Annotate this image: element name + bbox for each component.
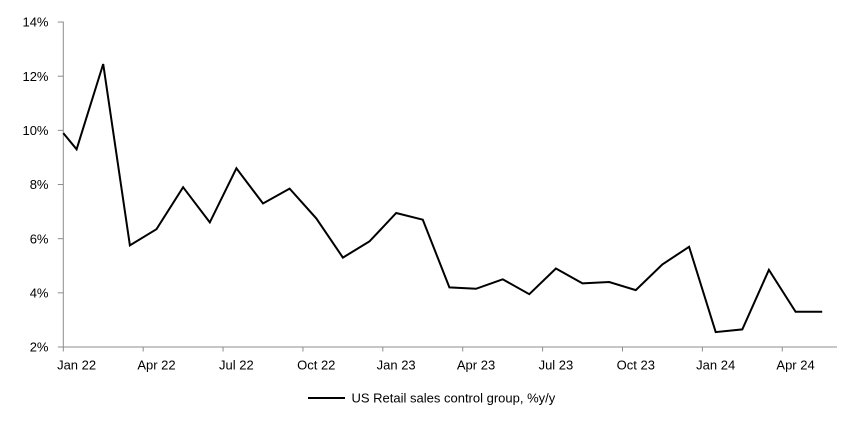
series-line-us-retail-sales-control-group <box>62 63 823 334</box>
legend-label: US Retail sales control group, %y/y <box>352 391 556 406</box>
y-tick-label: 8% <box>30 177 49 192</box>
x-tick-label: Jul 23 <box>539 358 574 373</box>
x-tick-label: Apr 22 <box>137 358 175 373</box>
x-tick-label: Apr 23 <box>457 358 495 373</box>
x-tick-label: Oct 22 <box>297 358 335 373</box>
x-tick-label: Jan 23 <box>377 358 416 373</box>
y-tick-label: 4% <box>30 285 49 300</box>
y-tick-label: 12% <box>22 69 48 84</box>
x-tick-label: Jan 22 <box>57 358 96 373</box>
x-tick-label: Jul 22 <box>219 358 254 373</box>
x-tick-label: Oct 23 <box>617 358 655 373</box>
y-tick-label: 14% <box>22 15 48 30</box>
x-tick-label: Jan 24 <box>696 358 735 373</box>
y-tick-label: 10% <box>22 123 48 138</box>
x-tick-label: Apr 24 <box>776 358 814 373</box>
y-tick-label: 2% <box>30 340 49 355</box>
y-tick-label: 6% <box>30 231 49 246</box>
